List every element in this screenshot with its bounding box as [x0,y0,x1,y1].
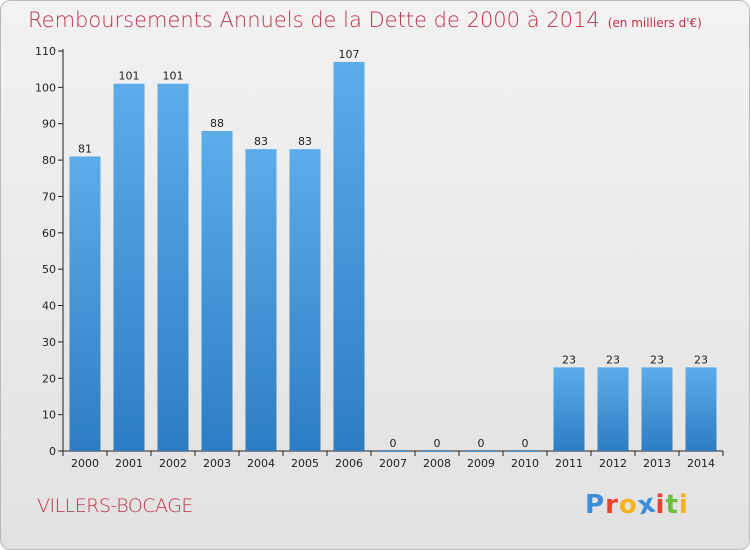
bar-2014 [685,367,717,451]
bar-value-label: 23 [562,353,576,366]
x-tick-label: 2006 [335,457,363,470]
y-tick-label: 80 [42,154,56,167]
bar-value-label: 83 [254,135,268,148]
y-tick-label: 0 [49,445,56,458]
bar-value-label: 0 [478,437,485,450]
x-tick-label: 2011 [555,457,583,470]
x-tick-label: 2008 [423,457,451,470]
logo-letter: o [618,490,638,520]
bar-value-label: 0 [390,437,397,450]
bar-2012 [597,367,629,451]
y-tick-label: 110 [35,45,56,58]
bar-2007 [377,451,409,452]
logo-letter: P [585,490,606,520]
bar-2009 [465,451,497,452]
chart-unit: (en milliers d'€) [607,16,702,30]
bar-value-label: 0 [522,437,529,450]
y-tick-label: 50 [42,263,56,276]
bar-2006 [333,61,365,452]
x-tick-label: 2007 [379,457,407,470]
x-tick-label: 2000 [71,457,99,470]
bar-2005 [289,149,321,451]
x-tick-label: 2009 [467,457,495,470]
logo-letter: i [655,490,666,520]
bar-value-label: 23 [606,353,620,366]
x-tick-label: 2010 [511,457,539,470]
bar-2008 [421,451,453,452]
bar-value-label: 23 [694,353,708,366]
bar-value-label: 81 [78,142,92,155]
y-tick-label: 70 [42,190,56,203]
bar-2000 [69,156,101,452]
bar-2013 [641,367,673,451]
y-tick-label: 60 [42,227,56,240]
bar-value-label: 101 [163,70,184,83]
x-tick-label: 2013 [643,457,671,470]
bar-value-label: 0 [434,437,441,450]
chart-title-block: Remboursements Annuels de la Dette de 20… [28,8,702,32]
y-tick-label: 10 [42,409,56,422]
bar-value-label: 101 [119,70,140,83]
bar-2004 [245,149,277,451]
bar-value-label: 23 [650,353,664,366]
chart-title: Remboursements Annuels de la Dette de 20… [28,8,600,32]
bar-2002 [157,83,189,452]
x-tick-label: 2001 [115,457,143,470]
bar-2001 [113,83,145,452]
bar-2010 [509,451,541,452]
y-tick-label: 90 [42,118,56,131]
bar-value-label: 83 [298,135,312,148]
x-tick-label: 2005 [291,457,319,470]
logo-letter: r [605,490,619,520]
logo-letter: i [678,490,689,520]
bar-value-label: 107 [339,48,360,61]
y-tick-label: 20 [42,372,56,385]
x-tick-label: 2003 [203,457,231,470]
x-tick-label: 2002 [159,457,187,470]
commune-name: VILLERS-BOCAGE [37,495,193,517]
bar-2003 [201,131,233,451]
y-tick-label: 100 [35,81,56,94]
bar-2011 [553,367,585,451]
x-tick-label: 2014 [687,457,715,470]
x-tick-label: 2012 [599,457,627,470]
x-tick-label: 2004 [247,457,275,470]
y-tick-label: 40 [42,300,56,313]
bar-value-label: 88 [210,117,224,130]
proxiti-logo: Proxiti [585,488,689,521]
y-tick-label: 30 [42,336,56,349]
logo-letter: t [665,490,679,520]
